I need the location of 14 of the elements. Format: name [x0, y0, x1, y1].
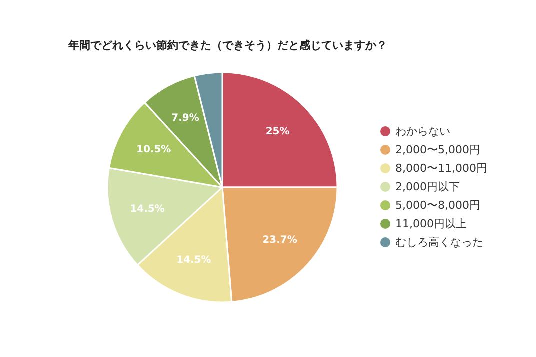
data-label: 23.7%	[262, 234, 298, 246]
legend-label: 5,000〜8,000円	[396, 199, 480, 212]
data-label: 14.5%	[130, 204, 165, 216]
legend-label: むしろ高くなった	[396, 236, 484, 249]
data-label: 25%	[266, 126, 290, 138]
legend-label: 2,000円以下	[396, 180, 460, 194]
legend-label: 8,000〜11,000円	[396, 162, 488, 175]
chart-title: 年間でどれくらい節約できた（できそう）だと感じていますか？	[68, 39, 388, 52]
legend-label: わからない	[396, 125, 450, 138]
legend-label: 11,000円以上	[396, 218, 467, 230]
data-label: 14.5%	[176, 254, 212, 266]
data-label: 7.9%	[172, 113, 200, 124]
data-label: 10.5%	[136, 144, 172, 156]
legend-label: 2,000〜5,000円	[396, 144, 480, 156]
